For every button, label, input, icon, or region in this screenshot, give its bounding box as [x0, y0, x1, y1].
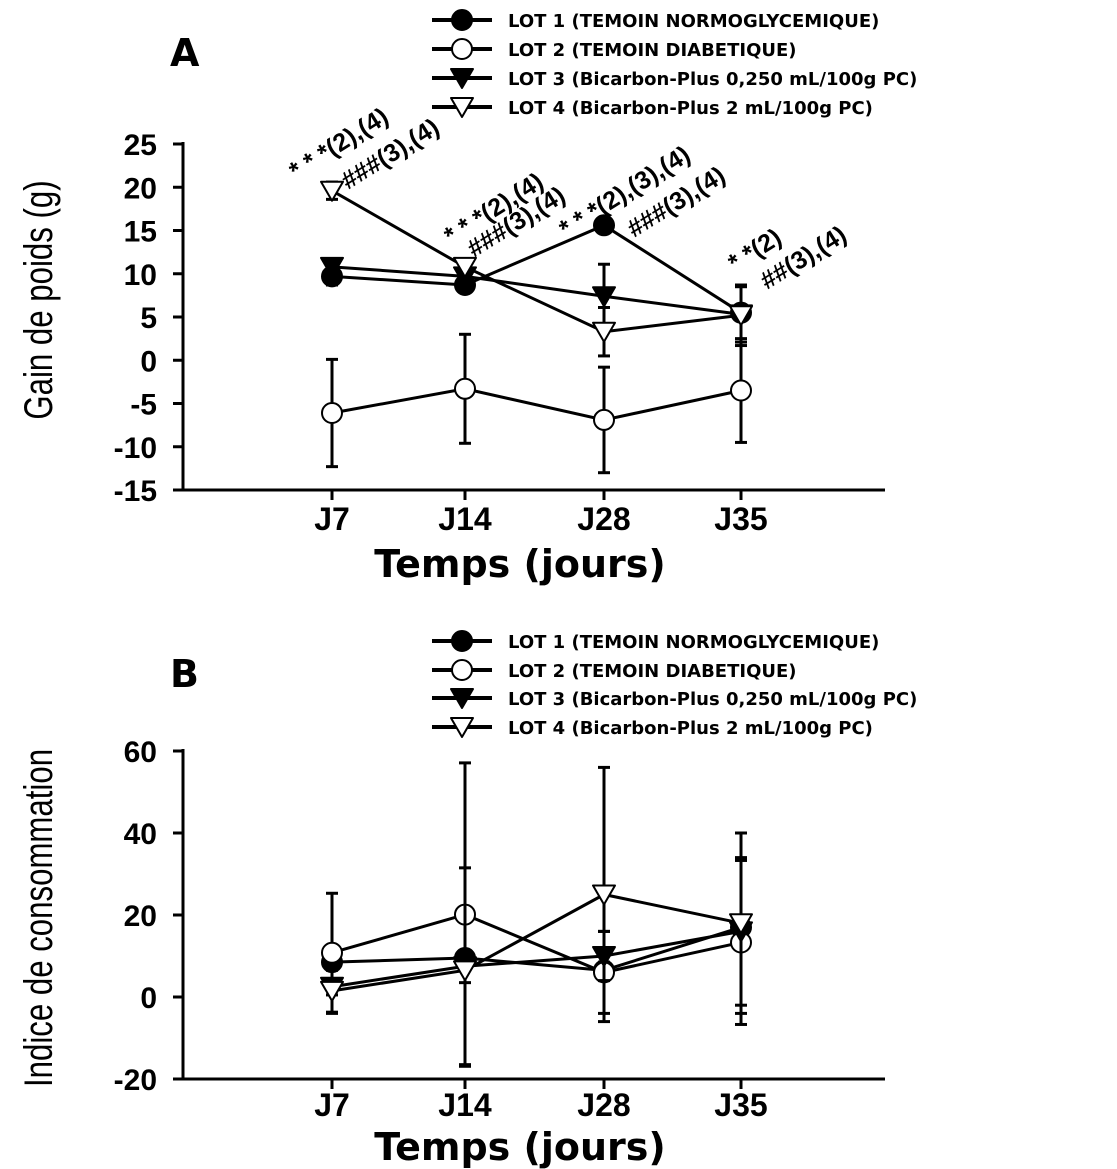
y-tick-label: -5 — [130, 389, 157, 422]
y-axis-label: Gain de poids (g) — [16, 180, 61, 419]
legend: LOT 1 (TEMOIN NORMOGLYCEMIQUE) LOT 2 (TEM… — [432, 9, 917, 119]
series-line — [331, 265, 742, 316]
x-tick-label: J7 — [314, 501, 350, 537]
legend-item: LOT 2 (TEMOIN DIABETIQUE) — [432, 659, 797, 682]
x-tick-label: J14 — [438, 1087, 492, 1123]
data-point — [321, 941, 343, 964]
legend-marker — [451, 630, 473, 652]
legend-label: LOT 4 (Bicarbon-Plus 2 mL/100g PC) — [508, 98, 873, 119]
data-point — [593, 214, 615, 237]
x-axis-label: Temps (jours) — [374, 1125, 666, 1169]
y-tick-label: -15 — [114, 475, 157, 508]
legend-marker — [451, 9, 473, 31]
data-point — [729, 305, 753, 327]
series-4 — [320, 765, 753, 1024]
series-line — [331, 387, 742, 422]
y-tick-label: 20 — [124, 172, 157, 205]
legend-item: LOT 4 (Bicarbon-Plus 2 mL/100g PC) — [432, 97, 873, 119]
y-tick-label: 0 — [140, 982, 157, 1015]
chart-panel-b: B 60 40 20 0 -20 J7 J14 J28 J35 Temps (jours) Indic… — [16, 630, 917, 1169]
data-point — [320, 180, 344, 202]
legend-marker — [450, 717, 474, 738]
series-2 — [321, 761, 752, 1068]
series-1 — [321, 916, 752, 982]
data-point — [453, 256, 477, 278]
data-point — [729, 913, 753, 935]
data-point — [593, 408, 615, 431]
panel-letter: B — [170, 652, 199, 696]
series-4 — [320, 180, 753, 358]
x-tick-label: J35 — [714, 501, 767, 537]
y-tick-label: 25 — [124, 129, 157, 162]
legend-label: LOT 1 (TEMOIN NORMOGLYCEMIQUE) — [508, 11, 879, 32]
legend-marker — [451, 659, 473, 681]
x-tick-label: J35 — [714, 1087, 767, 1123]
series-line — [331, 189, 742, 334]
legend-label: LOT 3 (Bicarbon-Plus 0,250 mL/100g PC) — [508, 689, 917, 710]
panel-letter: A — [170, 31, 200, 75]
y-tick-label: 20 — [124, 900, 157, 933]
legend-item: LOT 3 (Bicarbon-Plus 0,250 mL/100g PC) — [432, 688, 917, 710]
legend-item: LOT 1 (TEMOIN NORMOGLYCEMIQUE) — [432, 630, 879, 653]
y-tick-label: 5 — [140, 302, 157, 335]
legend-marker — [450, 688, 474, 709]
series-line — [331, 913, 742, 974]
data-point — [592, 286, 616, 308]
data-point — [320, 256, 344, 278]
x-tick-label: J28 — [577, 501, 630, 537]
data-point — [321, 402, 343, 425]
data-point — [454, 377, 476, 400]
data-point — [453, 960, 477, 982]
legend-marker — [450, 68, 474, 89]
legend-label: LOT 2 (TEMOIN DIABETIQUE) — [508, 40, 797, 61]
y-tick-label: 0 — [140, 345, 157, 378]
legend-label: LOT 1 (TEMOIN NORMOGLYCEMIQUE) — [508, 632, 879, 653]
legend-item: LOT 2 (TEMOIN DIABETIQUE) — [432, 38, 797, 61]
y-tick-label: -10 — [114, 432, 157, 465]
y-axis-label: Indice de consommation — [16, 749, 61, 1087]
legend-item: LOT 3 (Bicarbon-Plus 0,250 mL/100g PC) — [432, 68, 917, 90]
significance-annotations: * * *(2),(4)###(3),(4)* * *(2),(4)###(3)… — [284, 102, 851, 295]
y-tick-label: 10 — [124, 259, 157, 292]
legend-marker — [451, 38, 473, 60]
x-tick-label: J14 — [438, 501, 492, 537]
chart-panel-a: A 25 20 15 10 5 0 -5 -10 -15 J7 J14 J28 J35 Temps (jou… — [16, 9, 917, 586]
legend-item: LOT 4 (Bicarbon-Plus 2 mL/100g PC) — [432, 717, 873, 739]
y-tick-label: 40 — [124, 818, 157, 851]
series-line — [331, 929, 742, 989]
data-point — [592, 321, 616, 343]
legend: LOT 1 (TEMOIN NORMOGLYCEMIQUE) LOT 2 (TEM… — [432, 630, 917, 739]
data-point — [320, 980, 344, 1002]
x-tick-label: J28 — [577, 1087, 630, 1123]
data-point — [730, 379, 752, 402]
legend-label: LOT 3 (Bicarbon-Plus 0,250 mL/100g PC) — [508, 69, 917, 90]
series-line — [331, 925, 742, 972]
y-tick-label: -20 — [114, 1064, 157, 1097]
legend-item: LOT 1 (TEMOIN NORMOGLYCEMIQUE) — [432, 9, 879, 32]
y-tick-label: 60 — [124, 736, 157, 769]
data-point — [592, 884, 616, 906]
series-line — [331, 223, 742, 314]
x-tick-label: J7 — [314, 1087, 350, 1123]
legend-marker — [450, 97, 474, 118]
legend-label: LOT 2 (TEMOIN DIABETIQUE) — [508, 661, 797, 682]
series-2 — [321, 332, 752, 475]
series-line — [331, 892, 742, 993]
legend-label: LOT 4 (Bicarbon-Plus 2 mL/100g PC) — [508, 718, 873, 739]
x-axis-label: Temps (jours) — [374, 542, 666, 586]
y-tick-label: 15 — [124, 216, 157, 249]
